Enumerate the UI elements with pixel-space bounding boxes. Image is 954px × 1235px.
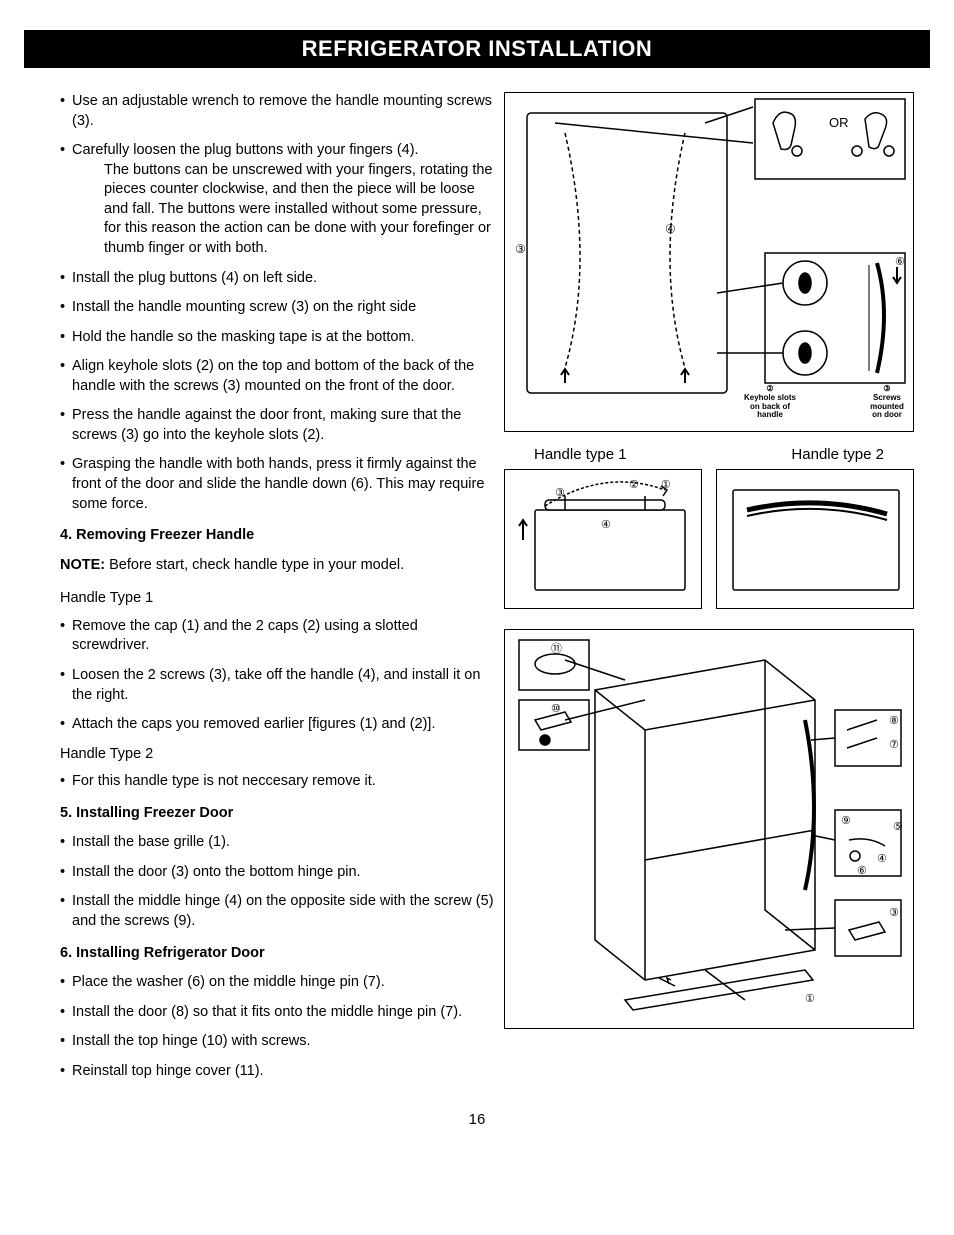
page: REFRIGERATOR INSTALLATION Use an adjusta…: [0, 30, 954, 1158]
bullet-item: Hold the handle so the masking tape is a…: [60, 328, 494, 348]
handle-type-1-label: Handle Type 1: [60, 589, 494, 609]
svg-text:④: ④: [877, 853, 887, 865]
bullet-item: Install the top hinge (10) with screws.: [60, 1032, 494, 1052]
note-text: Before start, check handle type in your …: [105, 557, 404, 573]
bullet-item: Reinstall top hinge cover (11).: [60, 1062, 494, 1082]
svg-text:③: ③: [889, 907, 899, 919]
bullet-item: Install the base grille (1).: [60, 833, 494, 853]
callout-num: ③: [515, 242, 526, 256]
diagram-1-svg: OR ③ ④: [505, 93, 915, 433]
diagram-handle-install: OR ③ ④: [504, 92, 914, 432]
page-title: REFRIGERATOR INSTALLATION: [302, 36, 653, 61]
section-6-heading: 6. Installing Refrigerator Door: [60, 944, 494, 964]
svg-text:⑩: ⑩: [551, 703, 561, 715]
svg-text:⑨: ⑨: [841, 815, 851, 827]
bullet-item: For this handle type is not neccesary re…: [60, 772, 494, 792]
bullet-item: Install the plug buttons (4) on left sid…: [60, 269, 494, 289]
callout-screws: ③Screwsmountedon door: [861, 385, 913, 420]
bullet-item: Place the washer (6) on the middle hinge…: [60, 973, 494, 993]
svg-text:⑦: ⑦: [889, 739, 899, 751]
svg-text:④: ④: [601, 519, 611, 531]
diagram-handle-type-1: ① ② ③ ④: [504, 469, 702, 609]
note-line: NOTE: Before start, check handle type in…: [60, 556, 494, 576]
bullet-item: Use an adjustable wrench to remove the h…: [60, 92, 494, 131]
handle-type-row-labels: Handle type 1 Handle type 2: [504, 446, 914, 463]
svg-text:①: ①: [661, 479, 671, 491]
page-title-bar: REFRIGERATOR INSTALLATION: [24, 30, 930, 68]
diagram-handle-type-2: [716, 469, 914, 609]
callout-num: ⑥: [895, 256, 905, 268]
bullet-item: Press the handle against the door front,…: [60, 406, 494, 445]
svg-text:⑥: ⑥: [857, 865, 867, 877]
diagram-2a-svg: ① ② ③ ④: [505, 470, 703, 610]
bullet-item: Attach the caps you removed earlier [fig…: [60, 715, 494, 735]
page-number: 16: [24, 1111, 930, 1128]
callout-keyhole: ②Keyhole slotson back ofhandle: [735, 385, 805, 420]
svg-text:②: ②: [629, 479, 639, 491]
note-prefix: NOTE:: [60, 557, 105, 573]
two-column-layout: Use an adjustable wrench to remove the h…: [24, 92, 930, 1091]
section-5-heading: 5. Installing Freezer Door: [60, 804, 494, 824]
svg-text:③: ③: [555, 487, 565, 499]
svg-text:①: ①: [805, 993, 815, 1005]
bullet-item: Install the middle hinge (4) on the oppo…: [60, 892, 494, 931]
bullet-item: Install the door (8) so that it fits ont…: [60, 1003, 494, 1023]
section-4-heading: 4. Removing Freezer Handle: [60, 526, 494, 546]
bullet-continuation: The buttons can be unscrewed with your f…: [72, 161, 494, 259]
callout-num: ④: [665, 222, 676, 236]
bullet-item: Remove the cap (1) and the 2 caps (2) us…: [60, 617, 494, 656]
svg-text:⑪: ⑪: [551, 642, 562, 655]
handle-type-2-label: Handle Type 2: [60, 745, 494, 765]
diagram-door-install-exploded: ⑪ ⑩ ⑧ ⑦ ⑨ ⑤ ④ ⑥ ③ ①: [504, 629, 914, 1029]
svg-text:⑤: ⑤: [893, 821, 903, 833]
bullet-item: Install the handle mounting screw (3) on…: [60, 298, 494, 318]
bullet-item: Install the door (3) onto the bottom hin…: [60, 863, 494, 883]
bullet-item: Carefully loosen the plug buttons with y…: [60, 141, 494, 258]
left-column: Use an adjustable wrench to remove the h…: [24, 92, 494, 1091]
handle-type-2-caption: Handle type 2: [791, 446, 884, 463]
diagram-2b-svg: [717, 470, 915, 610]
or-label: OR: [829, 115, 849, 130]
bullet-item: Loosen the 2 screws (3), take off the ha…: [60, 666, 494, 705]
right-column: OR ③ ④: [504, 92, 924, 1091]
svg-text:⑧: ⑧: [889, 715, 899, 727]
diagram-handle-types-row: ① ② ③ ④: [504, 469, 924, 609]
diagram-3-svg: ⑪ ⑩ ⑧ ⑦ ⑨ ⑤ ④ ⑥ ③ ①: [505, 630, 915, 1030]
handle-type-1-caption: Handle type 1: [534, 446, 627, 463]
bullet-item: Align keyhole slots (2) on the top and b…: [60, 357, 494, 396]
bullet-item: Grasping the handle with both hands, pre…: [60, 455, 494, 514]
